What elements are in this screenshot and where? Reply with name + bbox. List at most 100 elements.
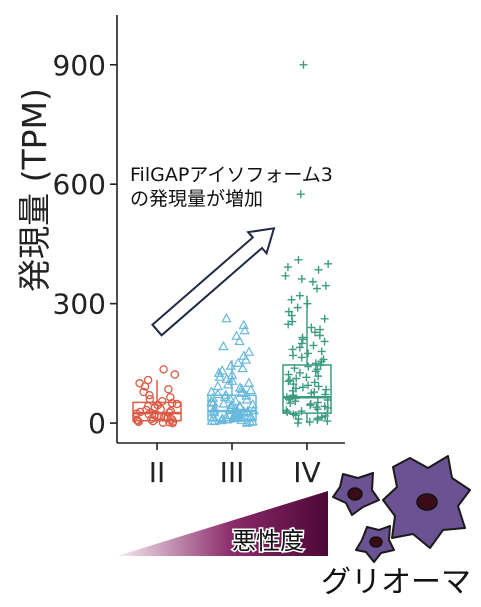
point-iv-29 [295,343,304,352]
point-iv-60 [321,390,330,399]
point-ii-31 [132,415,141,425]
point-iii-5 [218,340,229,351]
point-iv-1 [296,190,305,199]
point-iv-0 [299,60,308,69]
point-iv-56 [322,385,331,394]
point-iv-32 [304,349,313,358]
glioma-cell-icon [355,525,395,563]
point-iv-18 [288,317,297,326]
point-iv-12 [287,295,296,304]
point-iv-87 [323,417,332,426]
glioma-cell-icon [332,472,380,516]
point-ii-38 [168,418,177,428]
point-iv-47 [292,374,301,383]
point-iii-11 [237,362,248,373]
point-iv-53 [314,382,323,391]
point-iv-33 [289,351,298,360]
point-iv-50 [310,378,319,387]
point-iv-71 [306,401,315,410]
point-iv-4 [283,263,292,272]
point-iii-20 [212,380,224,391]
point-iv-42 [311,367,320,376]
point-ii-8 [166,392,175,402]
point-iii-9 [232,357,244,367]
point-iii-74 [242,417,253,427]
point-iii-63 [228,412,240,423]
malignancy-triangle [117,491,328,556]
point-ii-35 [134,417,143,427]
cell-nucleus [347,487,363,501]
y-tick-label-900: 900 [53,49,106,82]
point-iv-25 [298,335,307,344]
point-iv-43 [295,368,304,377]
point-iv-44 [284,370,293,379]
point-iv-37 [311,359,320,368]
point-iii-30 [207,392,219,403]
point-iv-23 [315,331,324,340]
point-iii-25 [236,387,247,397]
point-iii-15 [214,371,225,381]
point-iv-11 [295,291,304,300]
point-iv-59 [307,389,316,398]
point-iii-29 [219,391,231,401]
point-iv-52 [304,381,313,390]
point-iv-89 [293,419,302,428]
point-iv-20 [307,323,316,332]
cell-nucleus [416,493,438,511]
cell-nucleus [369,536,383,548]
y-tick-label-300: 300 [53,288,106,321]
point-iv-27 [297,339,306,348]
point-iii-54 [233,409,244,419]
annotation: FilGAPアイソフォーム3 の発現量が増加 [130,164,333,337]
point-iv-36 [317,357,326,366]
block-arrow-up-right-icon [150,227,276,337]
point-iii-2 [239,324,250,335]
point-iv-26 [320,337,329,346]
point-iii-13 [213,367,225,377]
point-ii-36 [165,418,174,427]
point-iv-77 [297,407,306,416]
point-iv-2 [294,255,303,264]
box-iv [282,364,332,414]
point-iv-7 [297,274,306,283]
annotation-line-1: FilGAPアイソフォーム3 [130,164,333,186]
point-iv-86 [313,415,322,424]
point-iii-45 [248,404,259,415]
point-iii-66 [221,414,233,424]
point-iii-28 [241,390,252,400]
x-tick-label-iv: IV [293,456,320,489]
point-iv-54 [298,383,307,392]
malignancy-scale: 悪性度 [117,491,328,557]
y-tick-label-0: 0 [88,407,106,440]
malignancy-label: 悪性度 [232,527,304,555]
point-ii-1 [170,370,180,379]
point-iii-4 [234,335,245,346]
point-iii-40 [234,401,246,411]
glioma-illustration: グリオーマ [321,455,471,600]
point-iv-22 [311,328,320,337]
point-iv-78 [283,407,292,416]
glioma-label: グリオーマ [321,565,471,600]
point-iii-8 [240,354,252,364]
point-iii-24 [206,386,217,396]
point-iv-5 [314,265,323,274]
point-ii-32 [133,416,142,425]
point-ii-30 [167,415,177,424]
point-ii-19 [166,406,175,416]
point-ii-27 [159,413,169,422]
point-iv-75 [313,405,322,414]
point-iii-6 [243,346,255,356]
point-iii-18 [243,377,255,387]
point-iii-3 [231,330,242,340]
point-ii-23 [144,410,154,419]
point-iii-32 [241,394,252,404]
point-iv-46 [302,373,311,382]
point-iii-19 [222,379,234,389]
point-iv-10 [312,284,321,293]
point-ii-37 [158,418,168,427]
point-ii-33 [148,416,158,426]
point-iv-48 [285,376,294,385]
